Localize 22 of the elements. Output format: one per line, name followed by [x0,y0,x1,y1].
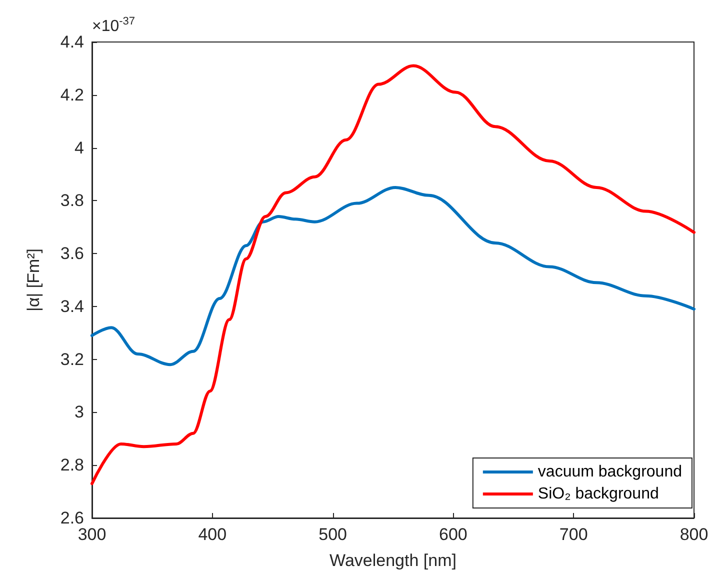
y-tick-label: 3 [74,402,84,422]
x-tick-label: 700 [559,525,588,544]
x-tick-label: 800 [680,525,708,544]
y-tick-label: 3.8 [60,191,84,210]
x-tick-label: 300 [78,525,106,544]
y-tick-label: 3.2 [60,350,84,369]
legend-label: vacuum background [538,464,682,480]
line-series [90,64,696,486]
y-tick-label: 4.2 [60,85,84,104]
y-tick-label: 4.4 [60,32,84,52]
y-tick-label: 2.6 [60,508,84,528]
y-axis-title: |α| [Fm²] [24,248,43,312]
y-tick-label: 3.4 [60,296,84,316]
y-tick-label: 4 [74,138,84,158]
x-tick-label: 400 [198,525,227,544]
y-tick-label: 2.8 [60,456,84,475]
x-tick-label: 600 [439,525,468,544]
y-tick-label: 3.6 [60,244,84,264]
x-axis-title: Wavelength [nm] [330,551,456,570]
x-tick-label: 500 [318,525,347,544]
line-series [90,186,696,366]
legend-label: SiO₂ background [538,486,659,502]
